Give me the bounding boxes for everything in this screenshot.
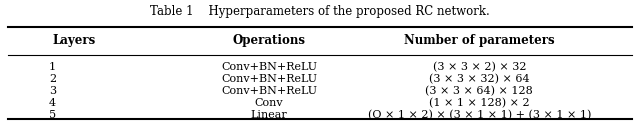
- Text: (3 × 3 × 2) × 32: (3 × 3 × 2) × 32: [433, 62, 526, 72]
- Text: Linear: Linear: [251, 110, 287, 120]
- Text: (1 × 1 × 128) × 2: (1 × 1 × 128) × 2: [429, 98, 530, 108]
- Text: Number of parameters: Number of parameters: [404, 34, 555, 47]
- Text: (3 × 3 × 32) × 64: (3 × 3 × 32) × 64: [429, 74, 530, 84]
- Text: Table 1    Hyperparameters of the proposed RC network.: Table 1 Hyperparameters of the proposed …: [150, 5, 490, 18]
- Text: (Q × 1 × 2) × (3 × 1 × 1) + (3 × 1 × 1): (Q × 1 × 2) × (3 × 1 × 1) + (3 × 1 × 1): [367, 110, 591, 120]
- Text: (3 × 3 × 64) × 128: (3 × 3 × 64) × 128: [426, 86, 533, 96]
- Text: 3: 3: [49, 86, 56, 96]
- Text: Conv+BN+ReLU: Conv+BN+ReLU: [221, 74, 317, 84]
- Text: Layers: Layers: [52, 34, 95, 47]
- Text: 1: 1: [49, 62, 56, 72]
- Text: Conv: Conv: [255, 98, 284, 108]
- Text: Operations: Operations: [232, 34, 305, 47]
- Text: 2: 2: [49, 74, 56, 84]
- Text: Conv+BN+ReLU: Conv+BN+ReLU: [221, 86, 317, 96]
- Text: Conv+BN+ReLU: Conv+BN+ReLU: [221, 62, 317, 72]
- Text: 5: 5: [49, 110, 56, 120]
- Text: 4: 4: [49, 98, 56, 108]
